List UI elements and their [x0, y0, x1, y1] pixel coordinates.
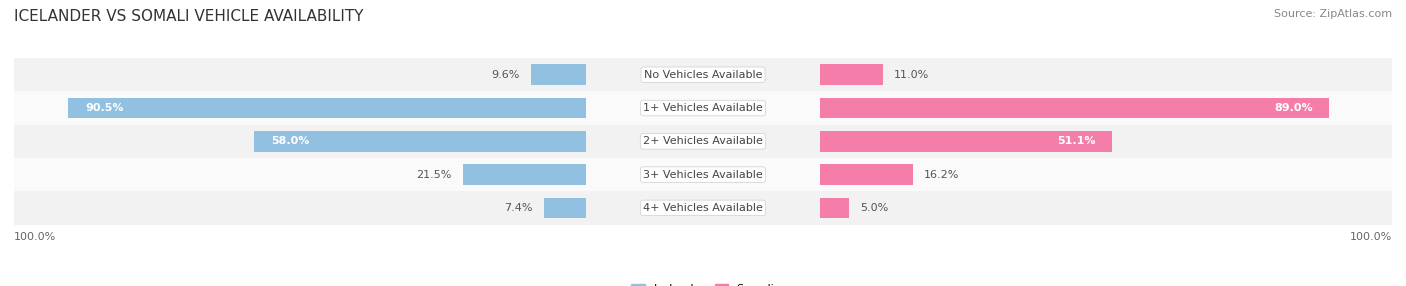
Text: 16.2%: 16.2% — [924, 170, 959, 180]
Bar — [69, 98, 586, 118]
Bar — [820, 131, 1112, 152]
Text: 90.5%: 90.5% — [84, 103, 124, 113]
Text: 11.0%: 11.0% — [894, 70, 929, 80]
Text: 2+ Vehicles Available: 2+ Vehicles Available — [643, 136, 763, 146]
Text: Source: ZipAtlas.com: Source: ZipAtlas.com — [1274, 9, 1392, 19]
Text: 21.5%: 21.5% — [416, 170, 451, 180]
Bar — [254, 131, 586, 152]
Text: 5.0%: 5.0% — [859, 203, 889, 213]
Text: 100.0%: 100.0% — [1350, 232, 1392, 242]
Text: 3+ Vehicles Available: 3+ Vehicles Available — [643, 170, 763, 180]
Bar — [544, 198, 586, 218]
Bar — [14, 125, 1392, 158]
Bar — [463, 164, 586, 185]
Bar — [820, 164, 912, 185]
Text: 58.0%: 58.0% — [271, 136, 309, 146]
Text: 7.4%: 7.4% — [503, 203, 533, 213]
Text: 89.0%: 89.0% — [1274, 103, 1313, 113]
Bar — [820, 64, 883, 85]
Bar — [14, 158, 1392, 191]
Text: 51.1%: 51.1% — [1057, 136, 1095, 146]
Bar — [820, 98, 1329, 118]
Bar — [14, 58, 1392, 92]
Text: 9.6%: 9.6% — [492, 70, 520, 80]
Bar — [531, 64, 586, 85]
Text: ICELANDER VS SOMALI VEHICLE AVAILABILITY: ICELANDER VS SOMALI VEHICLE AVAILABILITY — [14, 9, 364, 23]
Bar — [14, 92, 1392, 125]
Bar — [820, 198, 849, 218]
Legend: Icelander, Somali: Icelander, Somali — [627, 279, 779, 286]
Text: 100.0%: 100.0% — [14, 232, 56, 242]
Text: 1+ Vehicles Available: 1+ Vehicles Available — [643, 103, 763, 113]
Bar — [14, 191, 1392, 225]
Text: No Vehicles Available: No Vehicles Available — [644, 70, 762, 80]
Text: 4+ Vehicles Available: 4+ Vehicles Available — [643, 203, 763, 213]
